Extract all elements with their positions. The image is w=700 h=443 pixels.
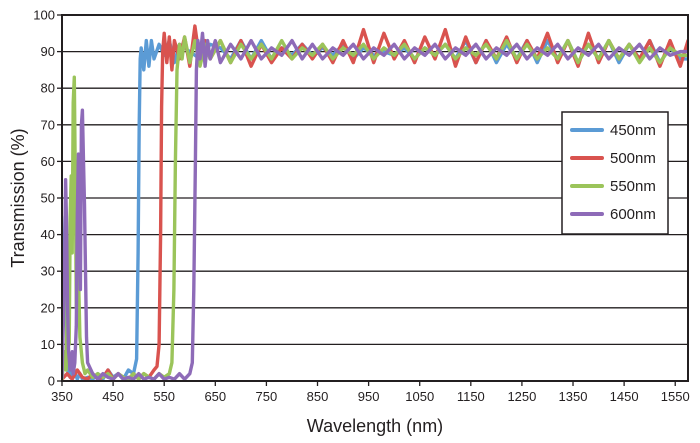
legend: 450nm 500nm 550nm 600nm (561, 111, 669, 235)
y-tick-label: 60 (41, 154, 55, 169)
x-tick-label: 750 (256, 389, 278, 404)
x-tick-label: 650 (204, 389, 226, 404)
x-tick-label: 850 (307, 389, 329, 404)
x-tick-label: 1450 (610, 389, 639, 404)
y-tick-label: 50 (41, 191, 55, 206)
y-tick-label: 100 (33, 8, 55, 23)
legend-label: 450nm (610, 122, 656, 139)
y-axis-ticks: 0 10 20 30 40 50 60 70 80 90 100 (33, 8, 62, 389)
y-tick-label: 90 (41, 44, 55, 59)
x-tick-label: 550 (153, 389, 175, 404)
x-tick-label: 1350 (559, 389, 588, 404)
y-tick-label: 10 (41, 337, 55, 352)
y-axis-label: Transmission (%) (8, 128, 28, 267)
legend-label: 600nm (610, 206, 656, 223)
legend-label: 550nm (610, 178, 656, 195)
x-tick-label: 450 (102, 389, 124, 404)
y-tick-label: 70 (41, 117, 55, 132)
y-tick-label: 40 (41, 227, 55, 242)
legend-label: 500nm (610, 150, 656, 167)
y-tick-label: 0 (48, 374, 55, 389)
y-tick-label: 30 (41, 264, 55, 279)
x-tick-label: 950 (358, 389, 380, 404)
series-line-600nm (62, 31, 688, 381)
x-tick-label: 1550 (661, 389, 690, 404)
grid-lines (62, 50, 688, 346)
x-tick-label: 1050 (405, 389, 434, 404)
series-lines (62, 24, 688, 381)
x-tick-label: 1250 (507, 389, 536, 404)
x-tick-label: 350 (51, 389, 73, 404)
x-tick-label: 1150 (457, 389, 485, 404)
x-axis-ticks: 350 450 550 650 750 850 950 1050 1150 1250 1350 145… (51, 381, 690, 404)
y-tick-label: 20 (41, 300, 55, 315)
y-tick-label: 80 (41, 81, 55, 96)
x-axis-label: Wavelength (nm) (307, 416, 443, 436)
